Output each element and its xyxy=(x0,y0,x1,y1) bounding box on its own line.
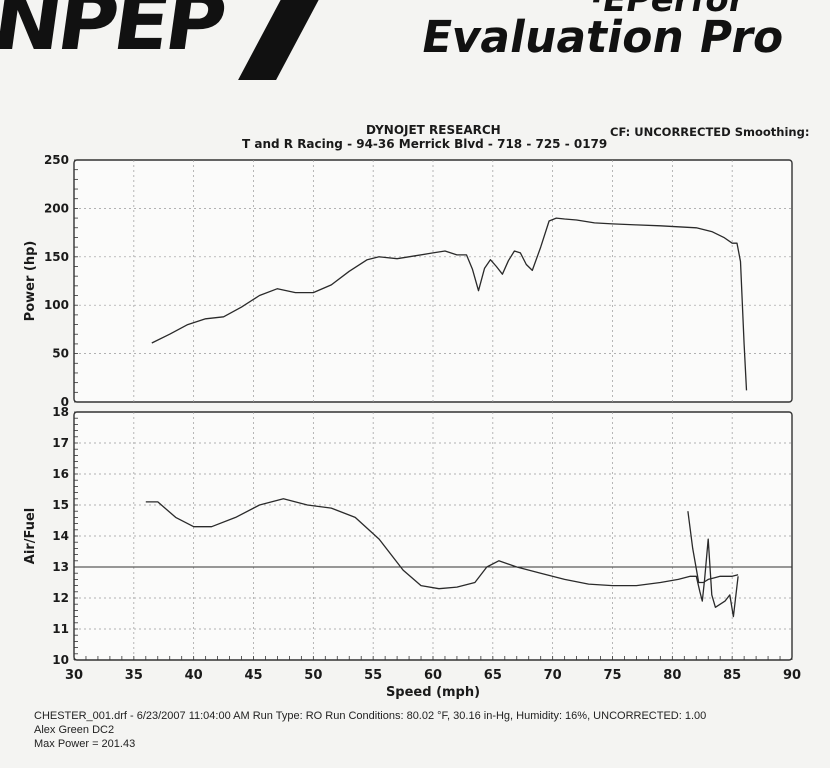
air_fuel-series-line-1 xyxy=(145,498,739,618)
power-y-tick-label: 150 xyxy=(44,250,69,264)
air_fuel-y-axis-label: Air/Fuel xyxy=(23,508,38,564)
power-y-tick-label: 50 xyxy=(52,347,69,361)
air_fuel-x-tick-label: 70 xyxy=(544,668,562,683)
power-y-axis-label: Power (hp) xyxy=(23,241,38,322)
power-series-line-1 xyxy=(151,217,748,391)
air_fuel-x-tick-label: 45 xyxy=(244,668,262,683)
power-y-tick-label: 200 xyxy=(44,201,69,215)
footer-max-power-line: Max Power = 201.43 xyxy=(34,738,136,750)
power-y-tick-label: 0 xyxy=(61,395,69,409)
air_fuel-y-tick-label: 11 xyxy=(52,622,69,636)
air_fuel-x-tick-label: 55 xyxy=(364,668,382,683)
air_fuel-y-tick-label: 10 xyxy=(52,653,69,667)
air_fuel-y-tick-label: 15 xyxy=(52,498,69,512)
air_fuel-x-tick-label: 75 xyxy=(603,668,621,683)
air_fuel-x-tick-label: 50 xyxy=(304,668,322,683)
run-info-footer: CHESTER_001.drf - 6/23/2007 11:04:00 AM … xyxy=(34,709,830,751)
air_fuel-x-tick-label: 30 xyxy=(65,668,83,683)
air_fuel-x-tick-label: 65 xyxy=(484,668,502,683)
footer-vehicle-line: Alex Green DC2 xyxy=(34,724,115,736)
header-correction: CF: UNCORRECTED Smoothing: xyxy=(610,125,810,139)
power-panel: 0 50 100 150 200 250 Power (hp) xyxy=(23,153,793,409)
air_fuel-y-tick-label: 17 xyxy=(52,436,69,450)
air_fuel-x-tick-label: 60 xyxy=(424,668,442,683)
air_fuel-x-tick-label: 35 xyxy=(125,668,143,683)
header-shop: T and R Racing - 94-36 Merrick Blvd - 71… xyxy=(242,137,608,151)
air_fuel-y-tick-label: 12 xyxy=(52,591,69,605)
air_fuel-y-tick-label: 13 xyxy=(52,560,69,574)
air_fuel-series-line-2 xyxy=(687,511,739,584)
air_fuel-x-axis-label: Speed (mph) xyxy=(386,685,480,700)
footer-run-line: CHESTER_001.drf - 6/23/2007 11:04:00 AM … xyxy=(34,710,707,722)
air_fuel-x-tick-label: 85 xyxy=(723,668,741,683)
air_fuel-y-tick-label: 14 xyxy=(52,529,69,543)
air_fuel-y-tick-label: 18 xyxy=(52,405,69,419)
air_fuel-y-tick-label: 16 xyxy=(52,467,69,481)
power-y-tick-label: 250 xyxy=(44,153,69,167)
air_fuel-x-tick-label: 90 xyxy=(783,668,801,683)
header-company: DYNOJET RESEARCH xyxy=(366,123,501,137)
air_fuel-panel: 10 11 12 13 14 15 16 17 18 Air/Fuel 30 35 40 45 50 55 60… xyxy=(23,405,801,700)
air_fuel-x-tick-label: 80 xyxy=(663,668,681,683)
power-y-tick-label: 100 xyxy=(44,298,69,312)
air_fuel-x-tick-label: 40 xyxy=(185,668,203,683)
